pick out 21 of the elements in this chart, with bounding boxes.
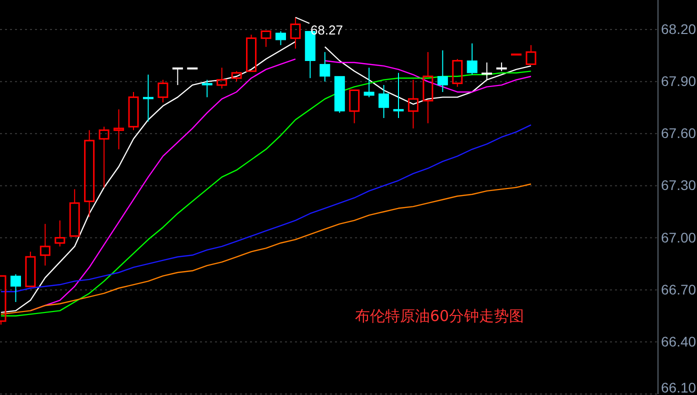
- y-tick-label: 66.10: [661, 380, 696, 395]
- candlestick: [422, 52, 434, 124]
- y-tick-label: 67.60: [661, 125, 696, 142]
- text: 布伦特原油60分钟走势图: [355, 307, 524, 325]
- candlestick: [378, 84, 390, 119]
- line-series: [0, 124, 532, 292]
- candlestick: [114, 108, 124, 150]
- candlestick: [142, 74, 154, 122]
- candlestick: [437, 50, 448, 92]
- candlestick: [393, 72, 404, 119]
- y-tick-label: 67.90: [661, 73, 696, 90]
- y-tick-label: 66.40: [661, 333, 696, 350]
- y-tick-label: 66.70: [661, 281, 696, 298]
- y-tick-label: 67.30: [661, 177, 696, 194]
- y-tick-label: 68.20: [661, 20, 696, 37]
- candlestick: [320, 52, 330, 82]
- annotation: 68.27: [310, 22, 343, 38]
- candlestick: [40, 223, 50, 266]
- candlestick: [84, 130, 95, 218]
- y-tick-label: 67.00: [661, 229, 696, 246]
- candlestick: [408, 79, 418, 129]
